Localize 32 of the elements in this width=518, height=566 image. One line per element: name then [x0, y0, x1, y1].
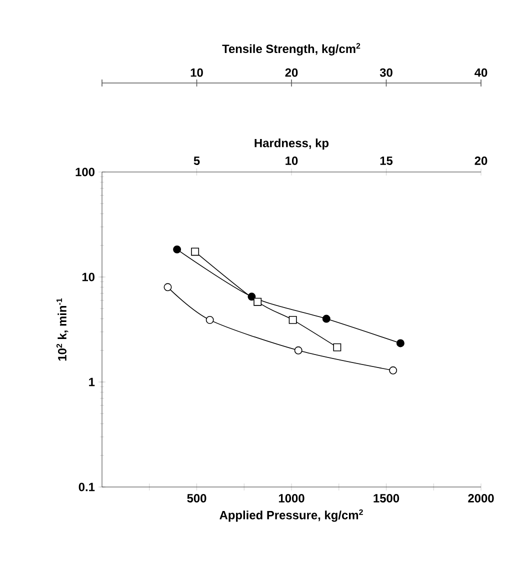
y-tick-label: 1 [89, 378, 95, 386]
x-axis-title: Applied Pressure, kg/cm$^{2}$ [220, 509, 363, 522]
point [206, 316, 214, 324]
text: 20 [285, 68, 298, 77]
x2-tick-label: 10 [286, 156, 298, 165]
point [294, 346, 302, 354]
y-tick-label: 0.1 [78, 482, 95, 492]
point [389, 366, 398, 374]
point [396, 339, 404, 348]
point [248, 292, 256, 301]
point [191, 248, 200, 256]
x2-axis-title: Hardness, kp [254, 138, 329, 150]
point [288, 316, 297, 324]
point [164, 283, 172, 292]
point [333, 343, 342, 352]
y-tick-label: 100 [76, 168, 94, 176]
x-tick-label: 500 [187, 494, 206, 502]
text: 10 [190, 68, 203, 77]
y-axis-title: 10$^{2}$ k, min$^{-1}$ [56, 298, 68, 361]
point [254, 298, 262, 306]
x-tick-label: 1500 [374, 494, 400, 502]
text: 40 [474, 68, 488, 77]
x2-tick-label: 20 [474, 156, 488, 165]
text: 30 [380, 68, 392, 77]
x2-tick-label: 15 [380, 156, 393, 165]
y-tick-label: 10 [82, 272, 94, 282]
x-tick-label: 1000 [278, 494, 304, 502]
point [322, 314, 330, 323]
x-tick-label: 2000 [468, 494, 494, 502]
text: Tensile Strength, kg/cm$^{2}$ [222, 43, 360, 56]
x2-tick-label: 5 [194, 156, 200, 165]
point [173, 245, 182, 254]
